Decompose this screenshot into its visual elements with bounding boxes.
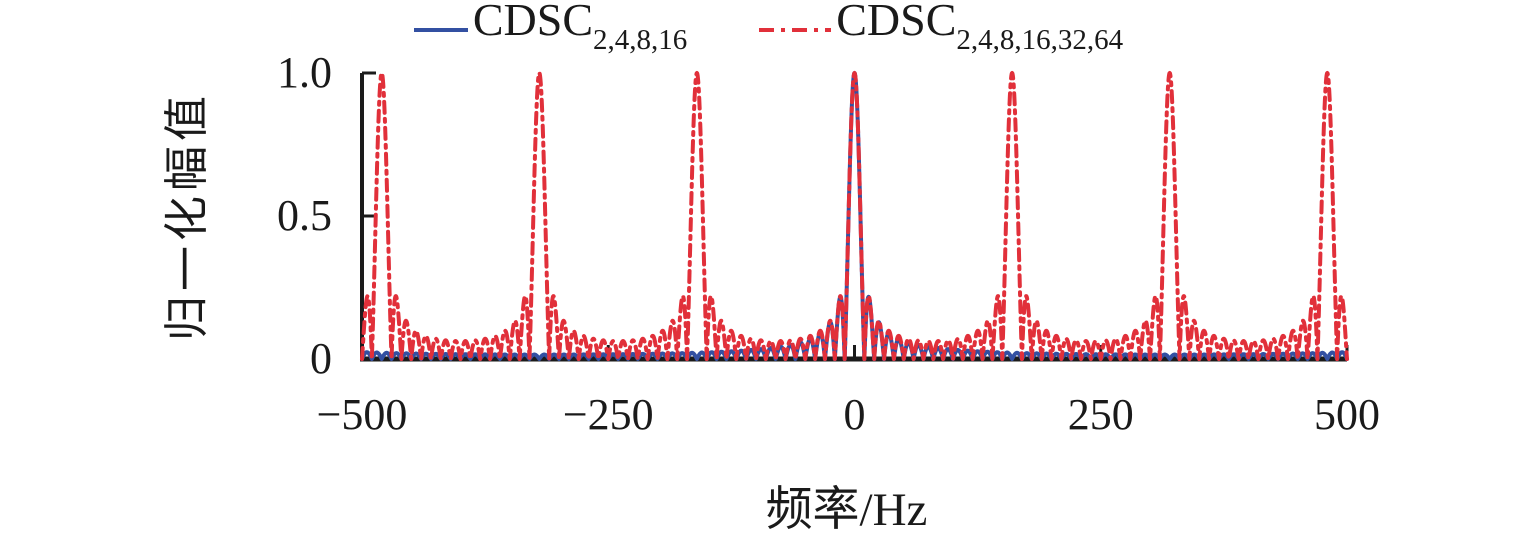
legend-series-base: CDSC <box>472 0 593 45</box>
y-axis-title: 归一化幅值 <box>162 91 212 342</box>
x-axis-title: 频率/Hz <box>765 484 928 536</box>
cdsc-2-4-8-16-curve <box>360 71 1349 361</box>
x-tick-label: −500 <box>316 390 408 439</box>
legend-line-solid-icon <box>413 28 468 32</box>
legend-label: CDSC2,4,8,16 <box>473 0 687 63</box>
x-tick-label: 250 <box>1067 390 1134 439</box>
axis-tick-marks <box>360 71 1349 359</box>
legend-series-subscript: 2,4,8,16,32,64 <box>956 24 1124 56</box>
x-tick-label: 0 <box>843 390 866 439</box>
legend-item-cdsc-2-4-8-16-32-64: CDSC2,4,8,16,32,64 <box>757 0 1123 63</box>
y-tick-label: 1.0 <box>277 48 332 97</box>
legend-series-subscript: 2,4,8,16 <box>593 24 688 56</box>
legend: CDSC2,4,8,16 CDSC2,4,8,16,32,64 <box>0 0 1535 60</box>
legend-item-cdsc-2-4-8-16: CDSC2,4,8,16 <box>412 0 687 63</box>
x-tick-label: 500 <box>1314 390 1380 439</box>
y-tick-label: 0.5 <box>277 191 332 240</box>
axes <box>360 71 1349 362</box>
y-tick-label: 0 <box>310 334 332 383</box>
legend-line-dashdot-icon <box>759 28 832 32</box>
cdsc-2-4-8-16-32-64-curve <box>360 71 1349 361</box>
x-tick-label: −250 <box>562 390 654 439</box>
legend-label: CDSC2,4,8,16,32,64 <box>836 0 1123 63</box>
legend-series-base: CDSC <box>836 0 957 45</box>
